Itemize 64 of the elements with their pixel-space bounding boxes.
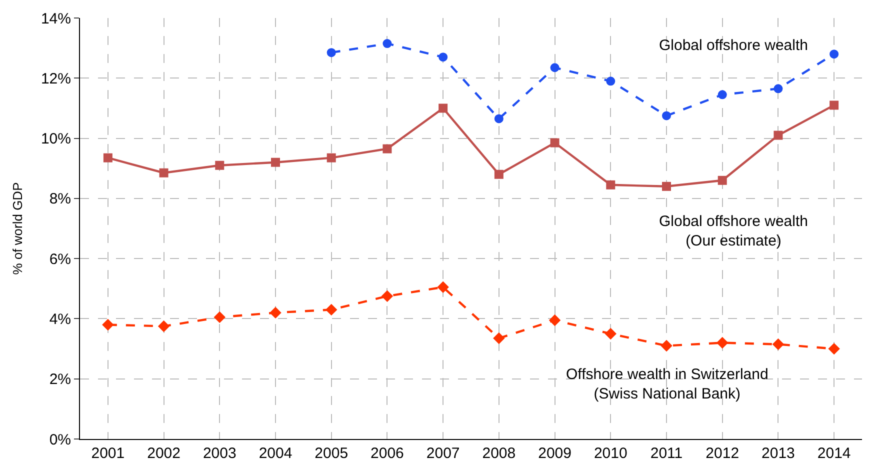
point [772, 338, 784, 350]
point [158, 320, 170, 332]
point [718, 176, 727, 185]
point [159, 168, 168, 178]
point [774, 130, 783, 140]
y-tick-label: 8% [49, 190, 71, 208]
point [271, 158, 280, 167]
y-tick-label: 2% [49, 371, 71, 388]
point [103, 153, 112, 162]
point [270, 306, 282, 319]
point [660, 340, 672, 352]
point [606, 180, 616, 190]
x-tick-label: 2013 [762, 445, 795, 462]
y-tick-label: 6% [49, 250, 71, 268]
x-tick-label: 2010 [594, 445, 628, 462]
point [718, 90, 727, 100]
x-tick-label: 2004 [258, 445, 292, 462]
point [828, 342, 840, 355]
x-tick-label: 2005 [314, 445, 348, 462]
point [774, 84, 783, 94]
y-axis-title: % of world GDP [10, 182, 25, 275]
x-tick-label: 2006 [370, 445, 404, 462]
point [326, 153, 336, 162]
y-tick-label: 0% [49, 431, 71, 448]
point [326, 304, 338, 316]
point [494, 170, 504, 179]
series-label: Global offshore wealth [659, 37, 808, 54]
series-label: Global offshore wealth (Our estimate) [659, 213, 808, 250]
x-tick-label: 2001 [91, 445, 125, 462]
x-tick-label: 2012 [706, 445, 740, 462]
point [550, 63, 560, 72]
y-tick-label: 10% [40, 130, 71, 148]
point [830, 100, 839, 110]
point [382, 144, 392, 154]
point [550, 138, 560, 148]
point [604, 328, 616, 340]
series-label: Offshore wealth in Switzerland (Swiss National Bank) [566, 366, 768, 402]
point [438, 52, 448, 62]
point [662, 182, 671, 191]
point [716, 336, 728, 349]
point [662, 111, 671, 120]
point [830, 50, 839, 59]
point [214, 311, 226, 324]
x-tick-label: 2008 [482, 445, 516, 462]
x-tick-label: 2011 [650, 445, 683, 462]
point [215, 160, 224, 170]
point [102, 318, 114, 331]
y-tick-label: 14% [40, 10, 71, 28]
y-tick-label: 12% [40, 70, 71, 88]
x-tick-label: 2002 [147, 445, 180, 462]
x-tick-label: 2007 [426, 445, 460, 462]
point [381, 290, 394, 302]
point [493, 332, 505, 344]
point [606, 76, 616, 86]
point [438, 104, 448, 113]
x-tick-label: 2009 [538, 445, 572, 462]
x-tick-label: 2003 [202, 445, 236, 462]
point [326, 48, 336, 58]
point [382, 39, 392, 48]
point [437, 281, 449, 293]
y-tick-label: 4% [49, 310, 71, 328]
point [494, 114, 504, 124]
point [548, 314, 561, 326]
x-tick-label: 2014 [817, 445, 851, 462]
